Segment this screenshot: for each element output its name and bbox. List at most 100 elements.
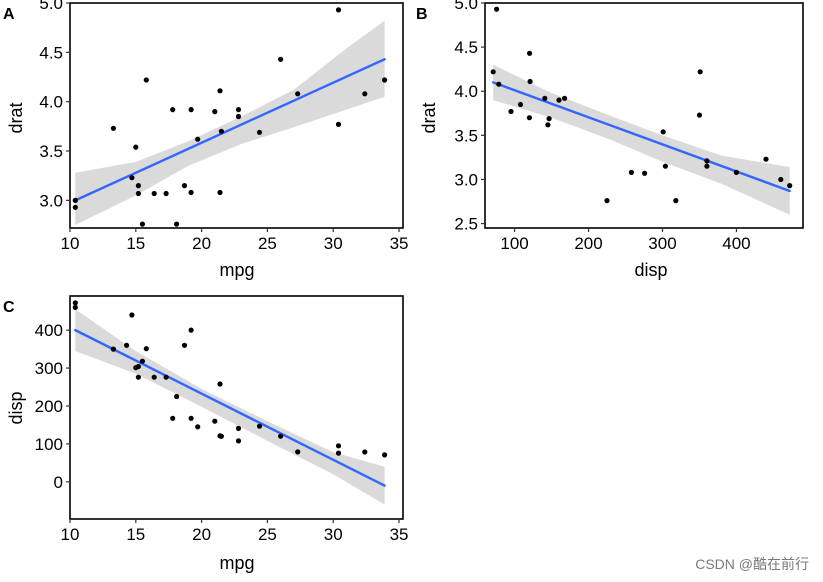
panel-c-point — [218, 433, 224, 439]
panel-b-point — [517, 101, 524, 108]
panel-b-point — [787, 183, 793, 189]
panel-a-fit-line — [74, 58, 386, 202]
panel-b-point — [527, 50, 533, 56]
panel-c-frame — [69, 295, 404, 520]
panel-b-point — [526, 115, 533, 121]
panel-a-point — [110, 125, 116, 131]
panel-b-point — [704, 158, 710, 164]
panel-b-point — [704, 163, 710, 169]
panel-c-point — [151, 374, 157, 380]
panel-a-plot-area: 10 15 20 25 30 35 3.0 3.5 4.0 4.5 5.0 — [39, 0, 408, 253]
panel-a-x-tick-label: 35 — [390, 234, 409, 253]
panel-c-point — [235, 438, 242, 444]
panel-a-x-tick-label: 30 — [324, 234, 343, 253]
panel-b-point — [546, 116, 552, 122]
panel-a-point — [133, 144, 139, 150]
panel-c-point — [170, 415, 176, 421]
panel-c-point — [129, 312, 135, 318]
panel-c-point — [278, 433, 284, 439]
panel-c-point — [335, 450, 342, 456]
panel-a-point — [72, 204, 78, 210]
panel-c-plot-area: 10 15 20 25 30 35 0 100 200 300 400 — [35, 295, 409, 544]
panel-a-point — [382, 77, 388, 83]
panel-a-point — [129, 175, 135, 181]
panel-c-fit-line — [74, 328, 386, 487]
panel-b-point — [662, 163, 669, 169]
panel-b: B 100 200 300 400 2.5 3.0 3.5 4.0 4.5 5.0 disp dr… — [416, 0, 804, 280]
panel-a-point — [181, 183, 188, 189]
panel-b-fit-line — [492, 81, 791, 193]
panel-a-point — [212, 109, 218, 115]
panel-c-x-tick-label: 15 — [126, 525, 145, 544]
panel-c-point — [295, 449, 301, 455]
panel-c-point — [188, 327, 194, 333]
panel-c-point — [174, 393, 180, 400]
panel-a-x-tick-label: 15 — [126, 234, 145, 253]
panel-b-point — [494, 6, 500, 12]
panel-a-point — [188, 107, 194, 113]
panel-a-point — [163, 190, 169, 197]
panel-b-point — [642, 170, 648, 176]
panel-c-point — [235, 425, 242, 431]
panel-a-point — [362, 91, 368, 97]
panel-c-y-tick-label: 0 — [54, 473, 63, 492]
panel-a-point — [278, 56, 284, 62]
panel-b-point — [490, 69, 496, 75]
panel-a-confidence-band — [75, 20, 385, 225]
panel-b-point — [628, 169, 635, 175]
panel-a-y-tick-label: 3.0 — [39, 191, 63, 210]
panel-a-point — [174, 221, 180, 227]
panel-c-point — [188, 415, 194, 421]
panel-a-frame — [69, 2, 404, 229]
panel-a-point — [143, 77, 149, 83]
panel-b-confidence-band — [493, 64, 790, 215]
panel-c-x-tick-label: 20 — [192, 525, 211, 544]
panel-c-x-axis-title: mpg — [219, 553, 254, 573]
panel-b-point — [562, 95, 568, 101]
panel-c-point — [335, 443, 342, 449]
panel-b-point — [697, 69, 703, 75]
panel-a-point — [335, 121, 342, 127]
panel-a-point — [235, 107, 242, 113]
panel-a-point — [217, 88, 223, 94]
panel-b-frame — [484, 2, 804, 229]
panel-c-point — [110, 346, 116, 352]
panel-b-point — [527, 78, 533, 85]
panel-c-y-tick-label: 400 — [35, 321, 63, 340]
panel-c-point — [217, 381, 223, 387]
panel-c-point — [72, 304, 78, 310]
panel-b-point — [545, 122, 551, 128]
panel-a: A 10 15 20 25 30 35 3.0 3.5 4.0 4.5 5.0 mpg drat — [3, 0, 409, 280]
panel-c-y-axis-title: disp — [6, 391, 26, 424]
panel-a-x-tick-label: 20 — [192, 234, 211, 253]
panel-a-y-tick-label: 4.5 — [39, 43, 63, 62]
panel-a-x-tick-label: 25 — [258, 234, 277, 253]
panel-a-point — [217, 189, 223, 196]
panel-a-y-axis-title: drat — [6, 102, 26, 133]
panel-b-y-tick-label: 5.0 — [454, 0, 478, 13]
panel-c-x-tick-label: 25 — [258, 525, 277, 544]
panel-c-x-tick-label: 30 — [324, 525, 343, 544]
panel-a-x-axis-title: mpg — [219, 260, 254, 280]
panel-b-y-axis-title: drat — [419, 102, 439, 133]
panel-c-point — [382, 452, 388, 458]
panel-c-y-tick-label: 200 — [35, 397, 63, 416]
panel-c-point — [124, 342, 130, 348]
panel-a-point — [235, 113, 242, 120]
panel-c-point — [143, 346, 149, 352]
panel-b-y-tick-label: 4.0 — [454, 82, 478, 101]
panel-b-x-tick-label: 100 — [500, 234, 528, 253]
panel-b-point — [673, 198, 679, 204]
panel-b-point — [542, 95, 548, 101]
panel-c-x-tick-label: 10 — [61, 525, 80, 544]
panel-a-point — [151, 190, 157, 197]
panel-c-y-tick-label: 100 — [35, 435, 63, 454]
panel-b-point — [696, 112, 703, 118]
panel-a-tag: A — [3, 6, 15, 23]
panel-c-point — [139, 358, 145, 364]
panel-c-point — [72, 300, 78, 306]
panel-c-point — [163, 374, 169, 380]
panel-b-point — [763, 156, 769, 162]
panel-b-point — [508, 108, 514, 115]
